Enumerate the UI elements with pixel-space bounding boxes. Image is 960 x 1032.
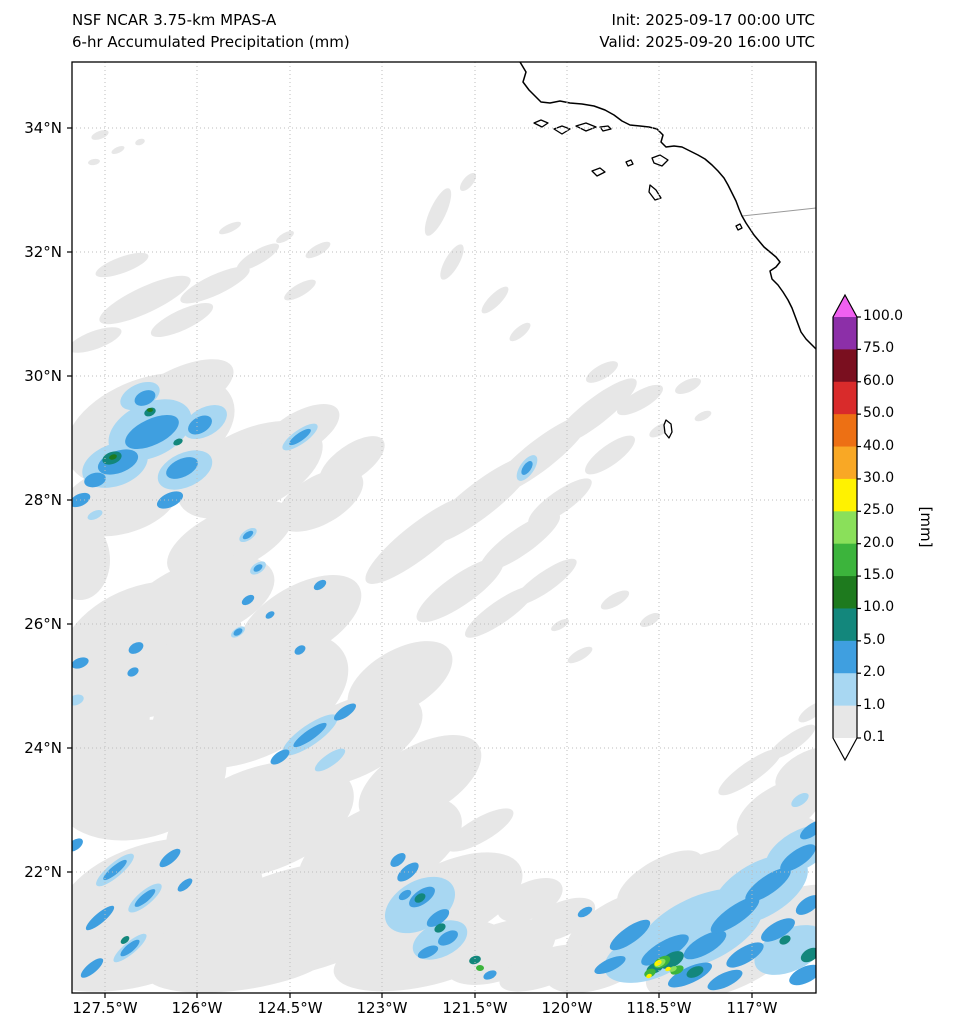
- colorbar-tick-label: 2.0: [863, 664, 886, 681]
- time-info-block: Init: 2025-09-17 00:00 UTC Valid: 2025-0…: [599, 9, 815, 53]
- axis-ticks: [67, 127, 753, 998]
- precip-field: [72, 130, 816, 993]
- coastline: [519, 62, 816, 350]
- y-tick-label: 34°N: [24, 119, 62, 137]
- islands: [533, 119, 743, 439]
- valid-time: Valid: 2025-09-20 16:00 UTC: [599, 33, 815, 51]
- us-mexico-border-line: [741, 207, 816, 217]
- colorbar-tick-label: 5.0: [863, 631, 886, 648]
- x-tick-label: 120°W: [541, 999, 593, 1017]
- colorbar-tick-label: 15.0: [863, 567, 895, 584]
- map-canvas: [67, 61, 817, 998]
- map-content: [72, 62, 816, 993]
- colorbar-under-arrow: [833, 738, 857, 760]
- x-tick-label: 121.5°W: [442, 999, 508, 1017]
- colorbar-unit-label: [mm]: [917, 506, 935, 548]
- colorbar-tick-label: 40.0: [863, 437, 895, 454]
- colorbar-tick-label: 20.0: [863, 534, 895, 551]
- y-tick-label: 32°N: [24, 243, 62, 261]
- colorbar-tick-label: 100.0: [863, 308, 904, 324]
- map-frame: [71, 61, 817, 994]
- x-tick-label: 127.5°W: [72, 999, 138, 1017]
- colorbar-over-arrow: [833, 295, 857, 317]
- colorbar-tick-label: 50.0: [863, 405, 895, 422]
- graticule: [72, 62, 816, 993]
- x-tick-label: 118.5°W: [626, 999, 692, 1017]
- model-title: NSF NCAR 3.75-km MPAS-A: [72, 11, 277, 29]
- colorbar-tick-label: 10.0: [863, 599, 895, 616]
- y-tick-label: 28°N: [24, 491, 62, 509]
- y-tick-label: 24°N: [24, 739, 62, 757]
- colorbar-tick-label: 25.0: [863, 502, 895, 519]
- x-tick-label: 126°W: [171, 999, 223, 1017]
- figure-title-block: NSF NCAR 3.75-km MPAS-A 6-hr Accumulated…: [72, 9, 350, 53]
- x-tick-label: 117°W: [726, 999, 778, 1017]
- colorbar-tick-label: 0.1: [863, 729, 886, 745]
- y-tick-label: 22°N: [24, 863, 62, 881]
- y-tick-label: 26°N: [24, 615, 62, 633]
- colorbar: [832, 293, 861, 762]
- x-tick-label: 123°W: [356, 999, 408, 1017]
- land-mask: [520, 62, 816, 349]
- init-time: Init: 2025-09-17 00:00 UTC: [611, 11, 815, 29]
- colorbar-tick-label: 75.0: [863, 340, 895, 357]
- product-title: 6-hr Accumulated Precipitation (mm): [72, 33, 350, 51]
- colorbar-tick-label: 30.0: [863, 469, 895, 486]
- y-tick-label: 30°N: [24, 367, 62, 385]
- colorbar-tick-label: 60.0: [863, 372, 895, 389]
- x-tick-label: 124.5°W: [257, 999, 323, 1017]
- colorbar-tick-label: 1.0: [863, 696, 886, 713]
